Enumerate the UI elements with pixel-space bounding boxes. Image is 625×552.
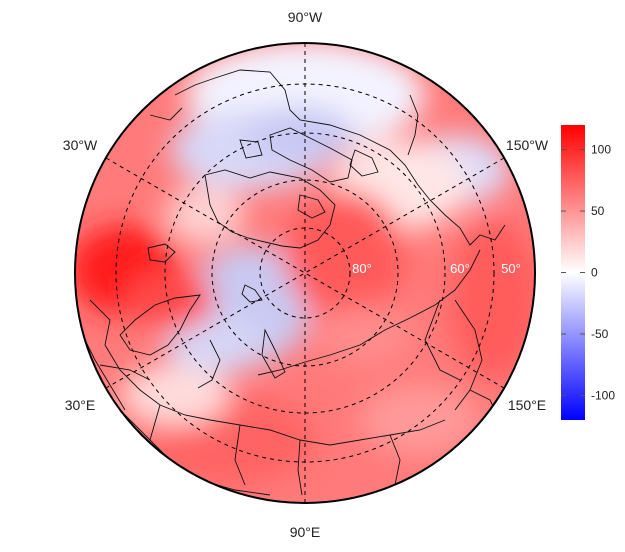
lon-label-150e: 150°E — [508, 397, 546, 413]
lon-label-30e: 30°E — [65, 397, 96, 413]
colorbar-tick-label: -50 — [591, 327, 609, 341]
lon-label-90e: 90°E — [290, 524, 321, 540]
colorbar-tick-label: -100 — [591, 388, 615, 402]
anomaly-field — [75, 43, 535, 503]
lat-label-60: 60° — [450, 261, 470, 276]
colorbar-tick-label: 0 — [591, 266, 598, 280]
colorbar-tick-label: 50 — [591, 204, 605, 218]
lat-label-50: 50° — [501, 261, 521, 276]
lon-label-150w: 150°W — [506, 137, 549, 153]
graticule — [105, 43, 505, 503]
lat-label-80: 80° — [352, 261, 372, 276]
lon-label-30w: 30°W — [63, 137, 98, 153]
map-boundary — [74, 42, 536, 504]
colorbar-ticks: 100 50 0 -50 -100 — [561, 143, 615, 402]
colorbar-tick-label: 100 — [591, 143, 611, 157]
lon-label-90w: 90°W — [288, 9, 323, 25]
colorbar: 100 50 0 -50 -100 — [561, 125, 615, 420]
